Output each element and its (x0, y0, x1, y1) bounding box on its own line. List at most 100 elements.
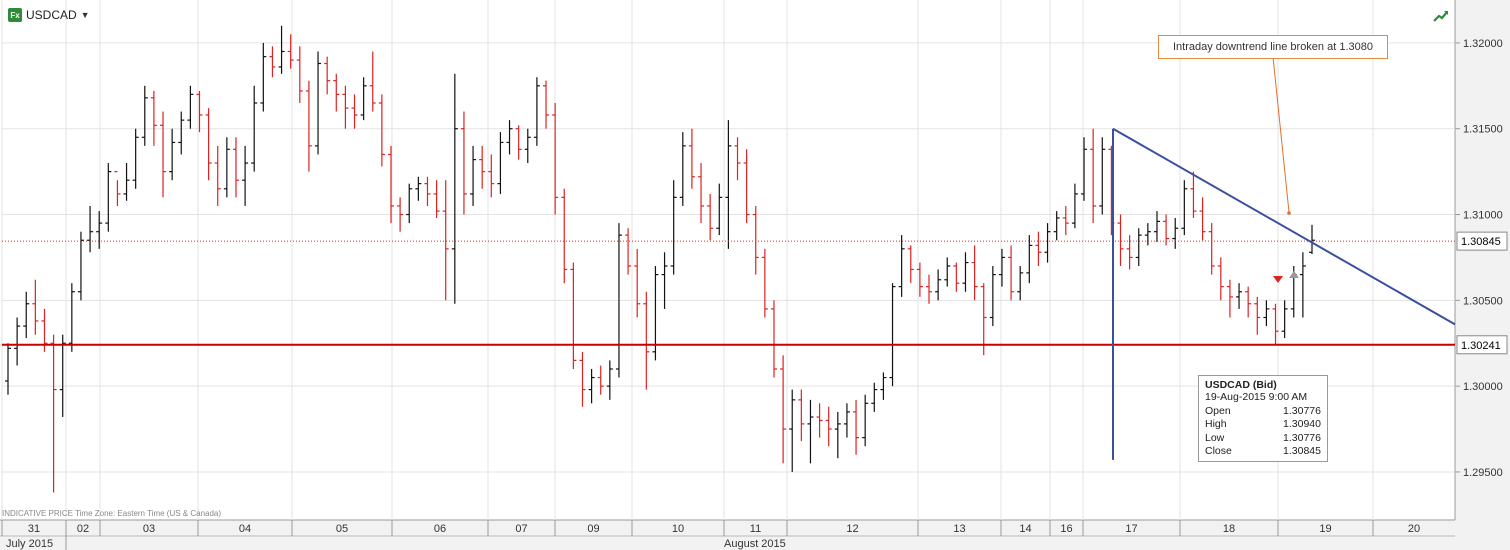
y-tick-label: 1.30000 (1463, 381, 1503, 393)
ohlc-bar (1281, 300, 1288, 339)
ohlc-bar (497, 132, 504, 194)
x-day-label: 09 (587, 523, 599, 535)
ohlc-bar (406, 183, 413, 224)
ohlc-bar (1090, 128, 1097, 224)
price-label: 1.30241 (1461, 340, 1501, 352)
ohlc-bar (688, 128, 695, 189)
ohlc-bar (698, 163, 705, 224)
ohlc-bar (150, 90, 157, 146)
x-day-label: 18 (1223, 523, 1235, 535)
tooltip-row-low: Low 1.30776 (1205, 431, 1321, 444)
price-label-box (1456, 335, 1508, 355)
ohlc-bar (789, 389, 796, 472)
tooltip-datetime: 19-Aug-2015 9:00 AM (1205, 391, 1308, 403)
ohlc-bar (825, 406, 832, 447)
ohlc-bar (916, 262, 923, 297)
ohlc-bar (96, 211, 103, 249)
ohlc-bar (1035, 231, 1042, 267)
ohlc-bar (296, 46, 303, 103)
ohlc-bar (1208, 223, 1215, 275)
ohlc-bar (59, 334, 66, 418)
ohlc-bar (707, 193, 714, 241)
sell-marker-icon (1273, 276, 1283, 283)
x-day-label: 13 (953, 523, 965, 535)
ohlc-bar (1081, 137, 1088, 201)
ohlc-bar (488, 154, 495, 198)
ohlc-bar (889, 283, 896, 387)
ohlc-bar (652, 266, 659, 361)
callout-pointer-dot (1287, 211, 1291, 215)
ohlc-bar (989, 266, 996, 327)
ohlc-bar (479, 145, 486, 189)
ohlc-bar (615, 223, 622, 378)
annotation-callout: Intraday downtrend line broken at 1.3080 (1158, 35, 1388, 59)
ohlc-bar (843, 403, 850, 438)
ohlc-bar (50, 334, 57, 493)
x-day-label: 03 (143, 523, 155, 535)
ohlc-bar (1245, 286, 1252, 318)
ohlc-bar (433, 180, 440, 218)
ohlc-bar (141, 85, 148, 146)
y-tick-label: 1.32000 (1463, 38, 1503, 50)
x-day-label: 02 (77, 523, 89, 535)
ohlc-bar (87, 205, 94, 253)
ohlc-bar (752, 205, 759, 275)
x-day-label: 05 (336, 523, 348, 535)
ohlc-bar (315, 51, 322, 155)
ohlc-bar (415, 176, 422, 201)
ohlc-bar (278, 25, 285, 74)
x-day-label: 07 (515, 523, 527, 535)
ohlc-bars (5, 25, 1315, 493)
x-month-label: July 2015 (6, 538, 53, 550)
ohlc-bar (1044, 223, 1051, 263)
ohlc-bar (816, 403, 823, 438)
tooltip-row-close: Close 1.30845 (1205, 445, 1321, 457)
ohlc-bar (725, 120, 732, 249)
ohlc-bar (1217, 257, 1224, 301)
ohlc-bar (333, 73, 340, 112)
trend-up-icon[interactable] (1432, 8, 1450, 24)
ohlc-bar (451, 73, 458, 304)
y-tick-label: 1.29500 (1463, 467, 1503, 479)
ohlc-bar (670, 180, 677, 275)
x-day-label: 14 (1019, 523, 1031, 535)
ohlc-bar (32, 279, 39, 335)
ohlc-bar (1163, 214, 1170, 246)
tooltip-row-open: Open 1.30776 (1205, 404, 1321, 417)
ohlc-bar (23, 291, 30, 339)
ohlc-bar (780, 355, 787, 464)
ohlc-bar (251, 85, 258, 172)
symbol-selector[interactable]: Fx USDCAD ▼ (8, 8, 90, 22)
ohlc-bar (980, 283, 987, 356)
ohlc-bar (880, 372, 887, 400)
ohlc-bar (14, 317, 21, 366)
ohlc-bar (287, 34, 294, 69)
ohlc-bar (524, 128, 531, 164)
ohlc-bar (743, 149, 750, 224)
ohlc-bar (962, 252, 969, 292)
ohlc-bar (424, 176, 431, 206)
ohlc-bar (634, 248, 641, 318)
x-day-label: 06 (434, 523, 446, 535)
ohlc-bar (935, 269, 942, 301)
ohlc-bar (77, 231, 84, 301)
price-label: 1.30845 (1461, 236, 1501, 248)
ohlc-bar (351, 94, 358, 129)
ohlc-bar (305, 80, 312, 172)
ohlc-bar (570, 262, 577, 369)
ohlc-bar (625, 228, 632, 275)
x-month-label: August 2015 (724, 538, 786, 550)
x-axis-panel (0, 520, 1455, 550)
caret-down-icon: ▼ (80, 10, 90, 20)
ohlc-bar (734, 137, 741, 181)
ohlc-bar (1254, 296, 1261, 335)
ohlc-bar (1181, 180, 1188, 236)
ohlc-bar (998, 248, 1005, 287)
ohlc-bar (807, 399, 814, 464)
x-day-label: 11 (750, 523, 761, 535)
x-day-label: 19 (1319, 523, 1331, 535)
ohlc-bar (5, 343, 11, 395)
x-day-label: 10 (672, 523, 684, 535)
ohlc-bar (871, 382, 878, 412)
